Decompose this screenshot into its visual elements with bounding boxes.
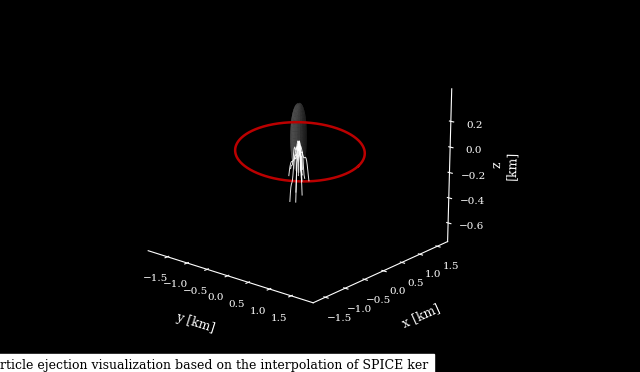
X-axis label: y [km]: y [km] (174, 311, 217, 336)
Text: rticle ejection visualization based on the interpolation of SPICE ker: rticle ejection visualization based on t… (0, 359, 428, 372)
Y-axis label: x [km]: x [km] (400, 301, 442, 330)
